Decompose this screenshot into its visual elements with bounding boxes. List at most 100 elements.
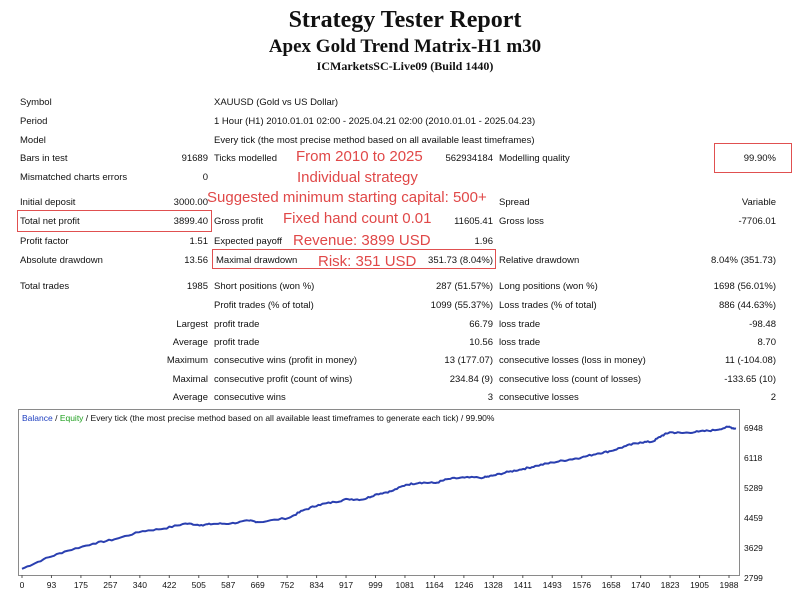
average-profit-trade-label: profit trade <box>214 337 260 348</box>
relative-drawdown-value: 8.04% (351.73) <box>711 255 776 266</box>
server-name: ICMarketsSC-Live09 (Build 1440) <box>316 59 494 73</box>
legend-separator: / <box>52 413 60 423</box>
modelling-quality-value: 99.90% <box>743 153 776 164</box>
x-tick-label: 1988 <box>719 580 739 590</box>
balance-line <box>21 425 737 570</box>
x-tick-label: 1164 <box>425 580 444 590</box>
x-tick-label: 1823 <box>660 580 680 590</box>
x-tick-label: 505 <box>191 580 206 590</box>
mismatch-value: 0 <box>202 172 208 183</box>
x-tick-label: 175 <box>73 580 88 590</box>
x-tick-label: 340 <box>132 580 147 590</box>
expected-payoff-value: 1.96 <box>474 236 494 247</box>
x-tick-label: 0 <box>19 580 25 590</box>
max-consecutive-losses-label: consecutive losses (loss in money) <box>499 355 646 366</box>
maximal-drawdown-label: Maximal drawdown <box>216 255 298 266</box>
short-positions-label: Short positions (won %) <box>214 281 315 292</box>
balance-chart <box>18 409 740 576</box>
total-net-profit-value: 3899.40 <box>173 216 208 227</box>
chart-legend: Balance / Equity / Every tick (the most … <box>22 413 494 424</box>
report-title: Strategy Tester Report <box>288 7 522 33</box>
absolute-drawdown-label: Absolute drawdown <box>20 255 103 266</box>
y-tick-label: 6948 <box>744 423 763 433</box>
mismatch-label: Mismatched charts errors <box>20 172 128 183</box>
annotation-lot-size: Fixed hand count 0.01 <box>283 210 432 227</box>
absolute-drawdown-value: 13.56 <box>184 255 208 266</box>
profit-trades-label: Profit trades (% of total) <box>214 300 314 311</box>
expected-payoff-label: Expected payoff <box>214 236 282 247</box>
largest-loss-trade-value: -98.48 <box>749 319 776 330</box>
gross-profit-value: 11605.41 <box>454 216 493 227</box>
annotation-individual: Individual strategy <box>297 169 418 186</box>
annotation-capital: Suggested minimum starting capital: 500+ <box>207 189 487 206</box>
drawdown-highlight <box>212 249 496 269</box>
average-label: Average <box>172 337 208 348</box>
avg-consecutive-losses-value: 2 <box>770 392 776 403</box>
largest-profit-trade-value: 66.79 <box>469 319 493 330</box>
symbol-value: XAUUSD (Gold vs US Dollar) <box>214 97 339 108</box>
x-tick-label: 1328 <box>483 580 503 590</box>
ticks-label: Ticks modelled <box>214 153 278 164</box>
x-tick-label: 834 <box>309 580 324 590</box>
legend-balance: Balance <box>22 413 53 423</box>
x-tick-label: 587 <box>221 580 236 590</box>
symbol-label: Symbol <box>20 97 52 108</box>
x-tick-label: 1411 <box>513 580 532 590</box>
model-label: Model <box>20 135 46 146</box>
period-value: 1 Hour (H1) 2010.01.01 02:00 - 2025.04.2… <box>214 116 536 127</box>
avg-consecutive-wins-value: 3 <box>487 392 493 403</box>
x-tick-label: 917 <box>338 580 354 590</box>
x-tick-label: 1493 <box>542 580 562 590</box>
legend-equity: Equity <box>59 413 84 423</box>
average-loss-trade-label: loss trade <box>499 337 541 348</box>
x-tick-label: 257 <box>103 580 118 590</box>
legend-description: / Every tick (the most precise method ba… <box>83 413 495 423</box>
maximal-consecutive-profit-value: 234.84 (9) <box>449 374 493 385</box>
loss-trades-label: Loss trades (% of total) <box>499 300 597 311</box>
x-tick-label: 999 <box>368 580 383 590</box>
y-tick-label: 2799 <box>744 573 763 583</box>
short-positions-value: 287 (51.57%) <box>435 281 493 292</box>
profit-factor-label: Profit factor <box>20 236 69 247</box>
annotation-risk: Risk: 351 USD <box>318 253 417 270</box>
x-tick-label: 669 <box>250 580 265 590</box>
gross-loss-value: -7706.01 <box>738 216 776 227</box>
maximal-drawdown-value: 351.73 (8.04%) <box>428 255 493 266</box>
max-consecutive-losses-value: 11 (-104.08) <box>724 355 776 366</box>
x-tick-label: 752 <box>280 580 295 590</box>
x-tick-label: 1658 <box>601 580 621 590</box>
bars-label: Bars in test <box>20 153 68 164</box>
total-trades-value: 1985 <box>186 281 208 292</box>
maximal-label: Maximal <box>172 374 208 385</box>
average-profit-trade-value: 10.56 <box>469 337 493 348</box>
initial-deposit-label: Initial deposit <box>20 197 76 208</box>
model-value: Every tick (the most precise method base… <box>214 135 535 146</box>
net-profit-highlight <box>17 210 212 232</box>
spread-value: Variable <box>741 197 776 208</box>
long-positions-value: 1698 (56.01%) <box>713 281 776 292</box>
x-tick-label: 1246 <box>454 580 474 590</box>
ticks-value: 562934184 <box>445 153 493 164</box>
modelling-quality-highlight <box>714 143 792 173</box>
expert-name: Apex Gold Trend Matrix-H1 m30 <box>268 36 542 57</box>
x-tick-label: 1081 <box>395 580 415 590</box>
maximal-consecutive-loss-value: -133.65 (10) <box>724 374 776 385</box>
gross-loss-label: Gross loss <box>499 216 544 227</box>
initial-deposit-value: 3000.00 <box>173 197 208 208</box>
bars-value: 91689 <box>181 153 208 164</box>
y-tick-label: 3629 <box>744 543 763 553</box>
annotation-date-range: From 2010 to 2025 <box>296 148 423 165</box>
x-tick-label: 1905 <box>690 580 709 590</box>
largest-loss-trade-label: loss trade <box>499 319 541 330</box>
avg-consecutive-losses-label: consecutive losses <box>499 392 579 403</box>
modelling-quality-label: Modelling quality <box>499 153 570 164</box>
largest-label: Largest <box>176 319 208 330</box>
avg-consecutive-wins-label: consecutive wins <box>214 392 286 403</box>
annotation-revenue: Revenue: 3899 USD <box>293 232 431 249</box>
gross-profit-label: Gross profit <box>214 216 264 227</box>
x-tick-label: 1576 <box>572 580 592 590</box>
largest-profit-trade-label: profit trade <box>214 319 260 330</box>
max-consecutive-wins-label: consecutive wins (profit in money) <box>214 355 358 366</box>
max-consecutive-wins-value: 13 (177.07) <box>444 355 493 366</box>
